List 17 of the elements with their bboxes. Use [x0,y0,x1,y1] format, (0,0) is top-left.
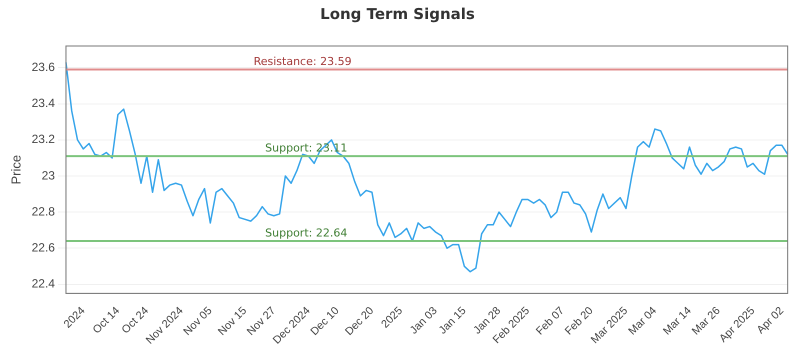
x-tick-label: Oct 14 [90,304,122,336]
y-tick-label: 23.6 [32,60,56,74]
y-tick-label: 23.4 [32,96,56,110]
y-tick-label: 22.8 [32,204,56,218]
x-tick-label: Nov 05 [181,304,215,338]
x-tick-label: Dec 20 [343,304,376,338]
y-tick-label: 23 [42,168,56,182]
ref-line-label: Resistance: 23.59 [254,54,352,68]
y-tick-label: 22.4 [32,276,56,291]
y-axis-title: Price [8,154,24,184]
chart-title: Long Term Signals [320,4,475,23]
y-tick-label: 23.2 [32,132,56,146]
y-tick-label: 22.6 [32,240,56,255]
x-tick-label: Dec 10 [308,304,342,338]
x-tick-label: Apr 02 [754,304,786,336]
ref-line-label: Support: 22.64 [265,226,348,240]
x-tick-label: Mar 04 [626,304,660,338]
